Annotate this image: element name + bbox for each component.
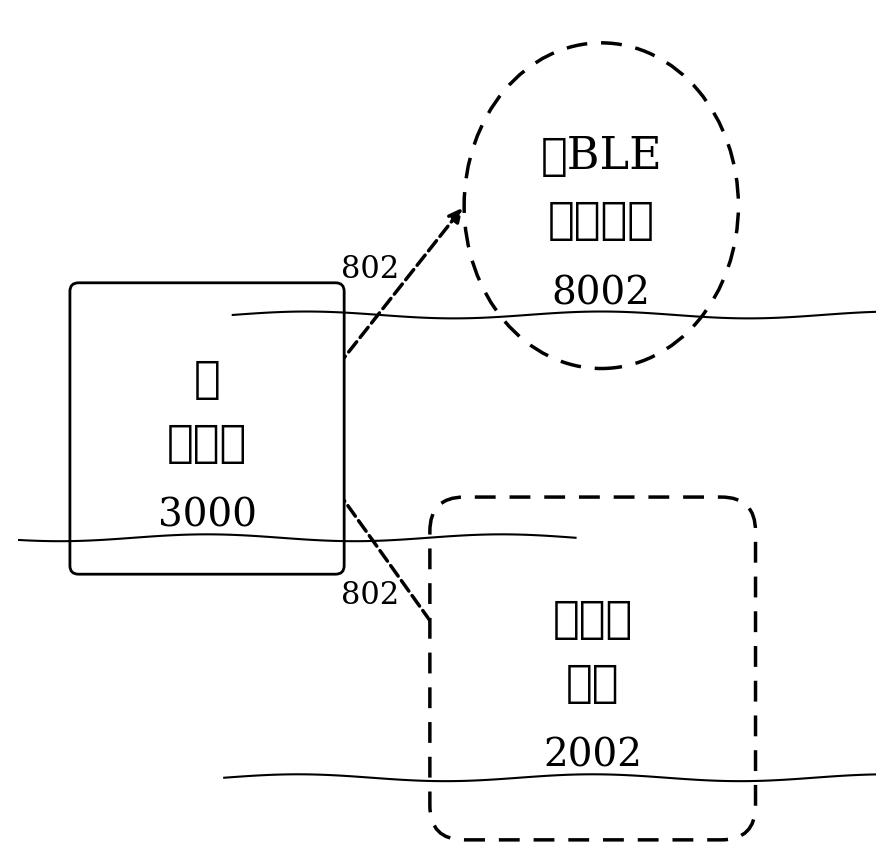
- Text: 读取器: 读取器: [552, 597, 633, 641]
- Text: 8002: 8002: [552, 275, 651, 312]
- Text: 2002: 2002: [544, 738, 642, 775]
- FancyBboxPatch shape: [70, 283, 344, 574]
- Text: 802: 802: [341, 580, 399, 611]
- Text: 节点: 节点: [566, 662, 620, 705]
- Text: 802: 802: [341, 255, 399, 285]
- Ellipse shape: [464, 43, 738, 369]
- Text: 云: 云: [194, 357, 221, 401]
- Text: 非BLE: 非BLE: [540, 135, 662, 178]
- Text: 3000: 3000: [157, 498, 257, 535]
- Text: 使能设备: 使能设备: [548, 199, 654, 243]
- Text: 服务器: 服务器: [167, 422, 247, 465]
- FancyBboxPatch shape: [430, 497, 755, 840]
